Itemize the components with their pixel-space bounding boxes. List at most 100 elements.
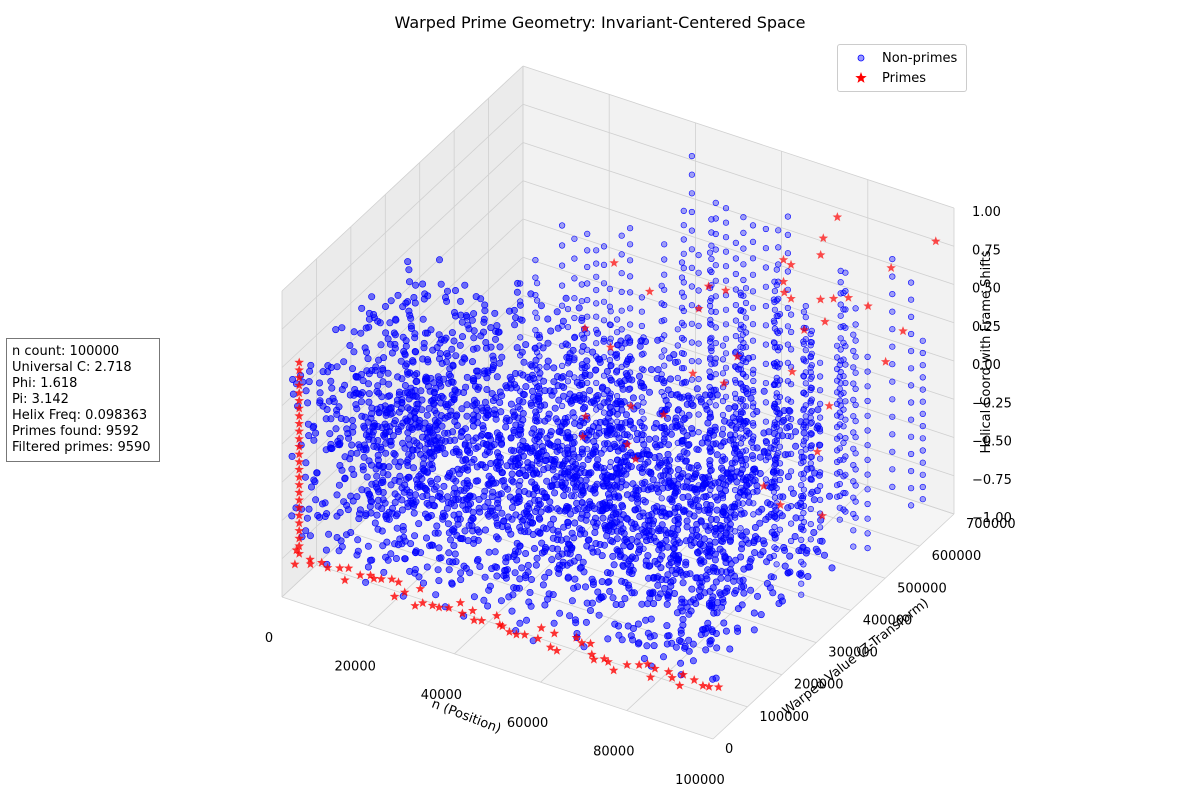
nonprime-point [737, 553, 745, 561]
nonprime-column-point [564, 540, 572, 548]
nonprime-column-point [907, 296, 915, 303]
nonprime-point [604, 578, 612, 586]
nonprime-point [435, 544, 443, 552]
nonprime-column-point [907, 330, 915, 338]
nonprime-point [338, 324, 346, 332]
nonprime-column-point [770, 510, 778, 517]
nonprime-point [532, 561, 540, 569]
nonprime-point [593, 548, 601, 556]
nonprime-point [332, 425, 340, 433]
nonprime-column-point [919, 459, 926, 466]
nonprime-point [652, 435, 660, 443]
nonprime-point [340, 498, 348, 506]
nonprime-point [477, 295, 485, 303]
nonprime-column-point [706, 356, 714, 363]
nonprime-column-point [807, 420, 814, 427]
nonprime-column-point [584, 313, 591, 320]
nonprime-point [377, 341, 385, 349]
nonprime-point [670, 351, 678, 359]
nonprime-point [470, 539, 478, 547]
nonprime-point [469, 345, 477, 353]
nonprime-point [394, 291, 402, 299]
nonprime-point [474, 372, 482, 380]
nonprime-column-point [919, 374, 926, 381]
nonprime-point [622, 481, 630, 489]
nonprime-point [677, 638, 685, 646]
nonprime-column-point [731, 432, 739, 439]
nonprime-column-point [798, 558, 805, 565]
nonprime-point [373, 443, 381, 451]
nonprime-point [422, 534, 430, 542]
nonprime-point [374, 502, 382, 510]
nonprime-column-point [564, 414, 572, 421]
nonprime-point [548, 544, 556, 552]
nonprime-point [418, 406, 426, 414]
nonprime-point [479, 407, 487, 415]
nonprime-point [487, 459, 495, 467]
nonprime-point [425, 513, 433, 521]
nonprime-column-point [658, 353, 665, 360]
nonprime-point [550, 619, 558, 627]
nonprime-column-point [731, 528, 739, 535]
nonprime-column-point [706, 338, 714, 345]
nonprime-point [404, 258, 412, 266]
nonprime-column-point [750, 500, 757, 507]
nonprime-point [388, 409, 396, 417]
nonprime-column-point [740, 308, 747, 315]
nonprime-column-point [638, 365, 646, 372]
nonprime-point [635, 372, 643, 380]
nonprime-point [738, 583, 746, 591]
nonprime-point [719, 548, 727, 556]
nonprime-column-point [571, 275, 578, 282]
nonprime-column-point [742, 299, 750, 307]
nonprime-point [627, 449, 635, 457]
nonprime-point [672, 643, 680, 651]
nonprime-column-point [864, 353, 871, 361]
nonprime-point [604, 635, 612, 643]
nonprime-point [446, 536, 454, 544]
nonprime-point [612, 464, 620, 472]
nonprime-point [372, 483, 380, 491]
nonprime-point [507, 400, 515, 408]
nonprime-column-point [618, 307, 625, 314]
nonprime-point [646, 562, 654, 570]
nonprime-point [503, 522, 511, 530]
nonprime-column-point [618, 345, 625, 352]
nonprime-column-point [864, 412, 871, 419]
nonprime-point [322, 546, 330, 554]
nonprime-point [425, 501, 433, 509]
nonprime-point [422, 485, 430, 493]
nonprime-point [513, 344, 521, 352]
nonprime-point [452, 496, 460, 504]
nonprime-point [410, 293, 418, 301]
nonprime-column-point [732, 410, 740, 417]
nonprime-column-point [678, 380, 686, 387]
nonprime-point [671, 358, 679, 366]
nonprime-column-point [800, 421, 808, 429]
nonprime-column-point [708, 255, 715, 263]
nonprime-column-point [800, 389, 808, 396]
nonprime-column-point [706, 522, 713, 529]
nonprime-point [435, 577, 443, 585]
nonprime-point [347, 449, 355, 457]
nonprime-column-point [742, 329, 750, 336]
nonprime-point [424, 433, 432, 441]
nonprime-point [451, 550, 459, 558]
nonprime-point [384, 471, 392, 479]
nonprime-column-point [787, 450, 795, 458]
legend-label-primes: Primes [882, 70, 927, 86]
nonprime-column-point [578, 281, 585, 288]
nonprime-point [530, 544, 538, 552]
nonprime-column-point [802, 347, 809, 354]
nonprime-column-point [737, 488, 744, 496]
nonprime-column-point [722, 350, 730, 357]
nonprime-point [653, 485, 661, 493]
nonprime-point [810, 528, 818, 536]
nonprime-point [420, 344, 428, 352]
nonprime-point [627, 463, 635, 471]
nonprime-point [713, 506, 721, 514]
nonprime-column-point [584, 363, 591, 370]
nonprime-column-point [719, 398, 727, 405]
nonprime-point [619, 525, 627, 533]
nonprime-point [615, 631, 623, 639]
